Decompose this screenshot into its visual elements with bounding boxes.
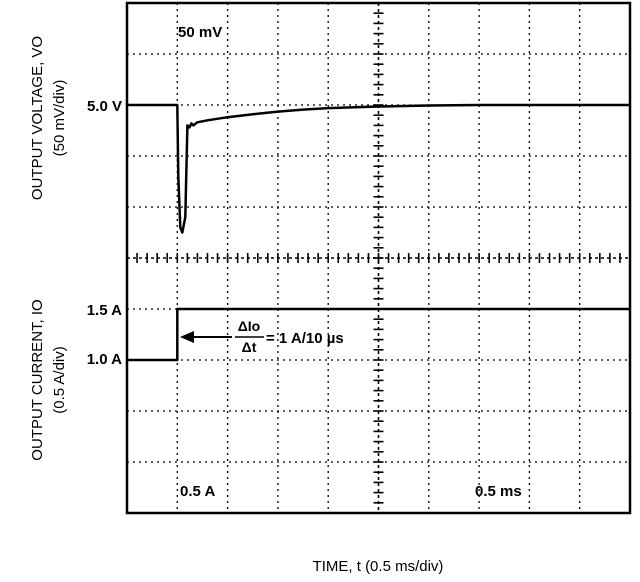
voltage-y-axis-subtitle: (50 mV/div)	[51, 80, 68, 157]
grid	[127, 3, 631, 514]
voltage-scale-annotation: 50 mV	[178, 24, 222, 41]
current-y-axis-title: OUTPUT CURRENT, IO	[29, 299, 46, 460]
current-scale-annotation: 0.5 A	[180, 483, 215, 500]
current-lower-label: 1.0 A	[87, 351, 122, 368]
voltage-reference-label: 5.0 V	[87, 98, 122, 115]
slew-value: = 1 A/10 µs	[266, 330, 344, 347]
current-y-axis-subtitle: (0.5 A/div)	[51, 346, 68, 414]
current-trace	[127, 307, 630, 362]
traces	[127, 103, 630, 362]
slew-numerator: ΔIo	[238, 318, 261, 334]
slew-rate-annotation: ΔIo Δt = 1 A/10 µs	[180, 318, 344, 355]
slew-arrow-head	[180, 331, 194, 343]
x-axis-title: TIME, t (0.5 ms/div)	[313, 558, 444, 575]
voltage-y-axis-title: OUTPUT VOLTAGE, VO	[29, 36, 46, 200]
time-scale-annotation: 0.5 ms	[475, 483, 522, 500]
current-upper-label: 1.5 A	[87, 302, 122, 319]
voltage-trace	[127, 103, 630, 234]
slew-denominator: Δt	[242, 339, 257, 355]
